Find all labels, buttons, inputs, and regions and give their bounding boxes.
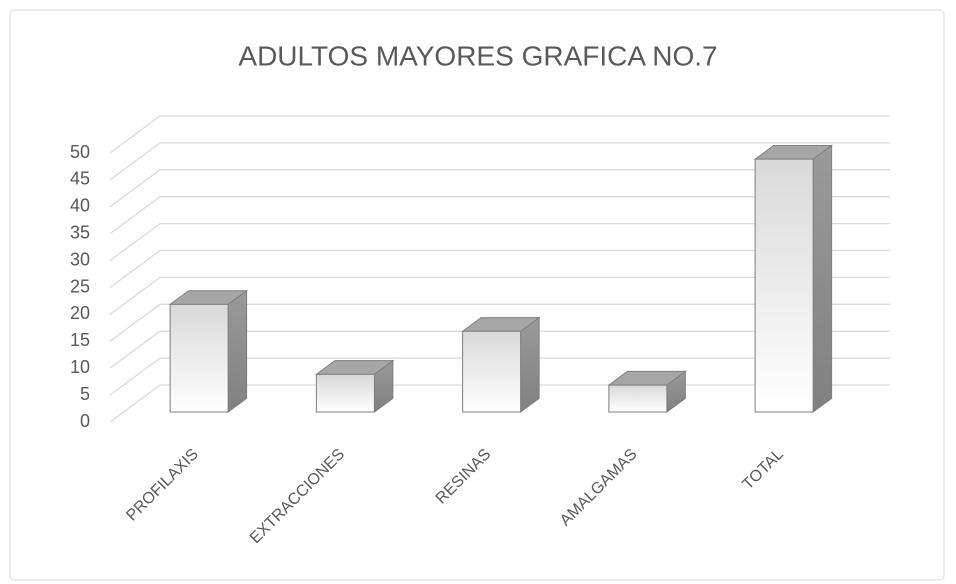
bar (314, 359, 395, 414)
bar-front (462, 330, 522, 413)
grid-line (109, 115, 890, 154)
y-tick-label: 20 (70, 303, 90, 323)
bar-front (169, 303, 229, 413)
bar-side (227, 289, 248, 414)
chart-border (9, 9, 945, 581)
y-tick-label: 5 (80, 384, 90, 404)
grid-line (109, 249, 890, 289)
grid-line (109, 222, 890, 262)
grid-line (109, 196, 890, 235)
y-tick-label: 0 (80, 411, 90, 431)
y-tick-label: 50 (70, 142, 90, 162)
bar (168, 289, 249, 414)
grid-line (109, 142, 890, 181)
grid-line (109, 330, 890, 369)
grid-line (109, 276, 890, 315)
bar-front (754, 158, 814, 413)
bar-front (315, 373, 375, 413)
y-tick-label: 25 (70, 276, 90, 296)
bar-side (812, 144, 833, 414)
grid-line (109, 303, 890, 342)
y-tick-label: 15 (70, 330, 90, 350)
grid-line (109, 357, 890, 396)
bar (607, 370, 687, 414)
bar (461, 316, 541, 414)
y-tick-label: 45 (70, 169, 90, 189)
grid-line (109, 169, 890, 208)
chart-title: ADULTOS MAYORES GRAFICA NO.7 (238, 40, 717, 71)
bar-side (520, 316, 540, 414)
y-tick-label: 35 (70, 222, 90, 242)
y-tick-label: 40 (70, 196, 90, 216)
bar (753, 144, 834, 414)
y-tick-label: 30 (70, 249, 90, 269)
bar-front (608, 384, 668, 413)
y-tick-label: 10 (70, 357, 90, 377)
